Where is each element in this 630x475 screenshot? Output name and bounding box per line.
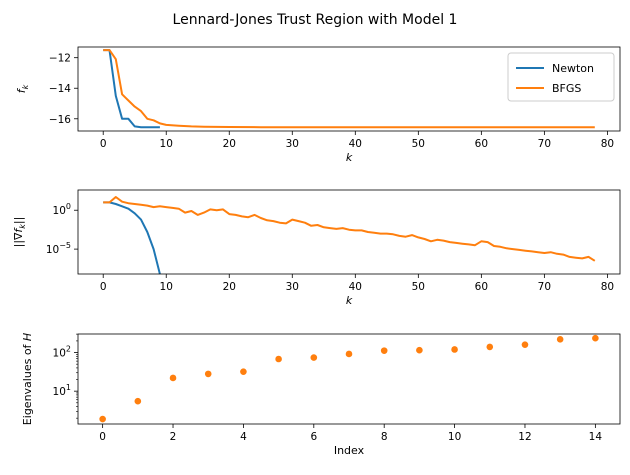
scatter-point: [451, 346, 458, 353]
scatter-point: [99, 415, 106, 423]
scatter-point: [134, 397, 142, 405]
x-tick-label: 10: [448, 431, 461, 443]
scatter-point: [380, 347, 388, 354]
subplot-gradient-norm: 0 10 20 30 40 50 60 70 80 100 10−5 k ||∇fk||: [12, 189, 621, 307]
x-tick-label: 30: [286, 138, 299, 150]
scatter-point: [521, 341, 529, 348]
x-tick-label: 0: [100, 138, 107, 150]
series-line-newton: [103, 49, 160, 129]
subplot-objective: 0 10 20 30 40 50 60 70 80 −12 −14 −16 k fk Newton BFGS: [15, 46, 621, 164]
x-axis-label: k: [346, 151, 353, 164]
x-axis-label: k: [346, 294, 353, 307]
series-line-bfgs: [103, 196, 596, 262]
x-tick-label: 8: [381, 431, 388, 443]
x-tick-label: 10: [160, 138, 173, 150]
y-tick-label: −14: [49, 83, 71, 95]
series-line-bfgs: [103, 49, 595, 129]
scatter-point: [204, 370, 212, 378]
y-axis-label: fk: [15, 84, 30, 93]
x-tick-label: 40: [349, 281, 362, 293]
x-tick-label: 12: [518, 431, 531, 443]
series-line-newton: [103, 201, 161, 275]
y-axis-label: ||∇fk||: [12, 217, 27, 248]
axes-frame: [77, 333, 621, 425]
axes-frame: [77, 189, 621, 275]
x-tick-label: 30: [286, 281, 299, 293]
y-tick-label: −16: [49, 114, 71, 126]
scatter-point: [169, 374, 177, 382]
x-tick-label: 20: [223, 138, 236, 150]
scatter-point: [486, 343, 494, 351]
x-tick-label: 20: [223, 281, 236, 293]
x-tick-label: 80: [601, 138, 614, 150]
scatter-point: [310, 354, 318, 361]
x-tick-label: 6: [310, 431, 317, 443]
x-tick-label: 10: [160, 281, 173, 293]
scatter-point: [416, 346, 423, 354]
scatter-point: [240, 368, 247, 375]
x-tick-label: 60: [475, 138, 488, 150]
x-tick-label: 80: [601, 281, 614, 293]
y-tick-label: 100: [53, 202, 71, 217]
legend-label: BFGS: [552, 82, 581, 95]
x-tick-label: 4: [240, 431, 247, 443]
x-tick-label: 2: [170, 431, 177, 443]
y-tick-label: 102: [53, 345, 71, 360]
scatter-point: [556, 336, 564, 343]
x-axis-label: Index: [334, 444, 365, 457]
x-tick-label: 70: [538, 281, 551, 293]
x-tick-label: 50: [412, 281, 425, 293]
axes-frame: [77, 46, 621, 132]
scatter-point: [345, 350, 353, 358]
y-tick-label: −12: [49, 53, 71, 65]
legend: Newton BFGS: [507, 52, 615, 102]
y-axis-label: Eigenvalues of H: [21, 333, 34, 425]
y-tick-label: 10−5: [46, 241, 71, 256]
figure-title: Lennard-Jones Trust Region with Model 1: [173, 12, 458, 28]
scatter-point: [592, 334, 599, 342]
subplot-eigenvalues: 0 2 4 6 8 10 12 14 101 102 Index Eigenvalues of H: [21, 333, 621, 457]
legend-label: Newton: [552, 62, 594, 75]
scatter-point: [275, 355, 282, 363]
x-tick-label: 40: [349, 138, 362, 150]
x-tick-label: 50: [412, 138, 425, 150]
x-tick-label: 70: [538, 138, 551, 150]
x-tick-label: 0: [99, 431, 106, 443]
x-tick-label: 60: [475, 281, 488, 293]
y-tick-label: 101: [53, 383, 71, 398]
x-tick-label: 14: [589, 431, 603, 443]
x-tick-label: 0: [100, 281, 107, 293]
